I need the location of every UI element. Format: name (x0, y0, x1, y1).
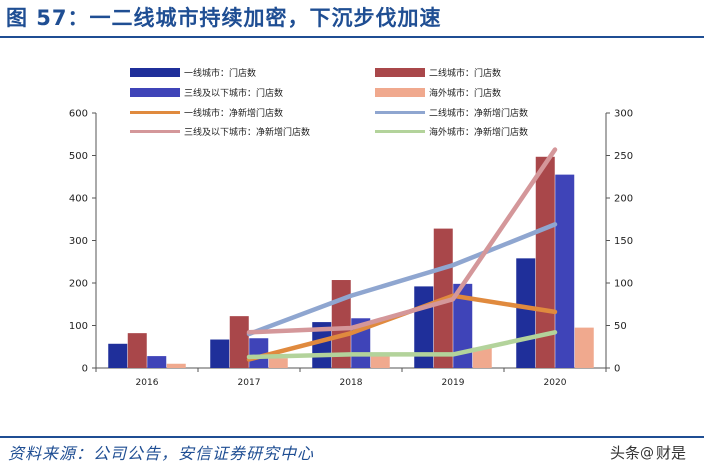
legend-item-tier3-net: 三线及以下城市：净新增门店数 (130, 125, 310, 138)
bar-tier1_stores (516, 258, 536, 368)
y-left-tick-label: 100 (69, 321, 88, 332)
watermark-prefix: 头条 (609, 444, 640, 462)
legend-swatch-tier2-stores (375, 68, 425, 77)
title-divider (0, 36, 704, 38)
store-count-chart: 0 100 200 300 400 500 600 0 50 100 150 200 250 300 201… (69, 109, 633, 389)
x-tick-label: 2016 (136, 378, 159, 388)
legend-item-tier2-net: 二线城市：净新增门店数 (375, 106, 528, 119)
bar-overseas_stores (370, 354, 390, 368)
y-right-tick-label: 100 (614, 279, 633, 290)
x-tick-label: 2020 (544, 378, 567, 388)
bar-overseas_stores (574, 327, 594, 368)
legend-item-tier1-stores: 一线城市：门店数 (130, 66, 256, 79)
legend-item-tier3-stores: 三线及以下城市：门店数 (130, 86, 283, 99)
x-tick-label: 2018 (340, 378, 363, 388)
y-right-tick-label: 200 (614, 194, 633, 205)
bar-tier3_stores (453, 283, 473, 368)
legend-swatch-tier3-stores (130, 88, 180, 97)
legend-swatch-tier1-stores (130, 68, 180, 77)
bar-overseas_stores (268, 358, 288, 368)
bar-tier3_stores (555, 174, 575, 368)
bar-tier3_stores (249, 338, 269, 368)
legend-item-overseas-stores: 海外城市：门店数 (375, 86, 501, 99)
watermark: 头条 @ 财是 (610, 442, 686, 463)
legend-line-tier3-net (130, 130, 180, 133)
y-left-tick-label: 0 (82, 364, 88, 375)
line-overseas_net (246, 330, 558, 360)
legend-label-tier2-stores: 二线城市：门店数 (429, 69, 502, 79)
y-right-tick-label: 250 (614, 151, 633, 162)
line-tier3_net (246, 147, 558, 335)
watermark-name: 财是 (655, 444, 686, 462)
legend-line-overseas-net (375, 130, 425, 133)
x-tick-label: 2019 (442, 378, 465, 388)
bar-tier1_stores (108, 343, 128, 368)
y-left-tick-label: 200 (69, 279, 88, 290)
y-right-tick-label: 50 (614, 321, 627, 332)
watermark-at-icon: @ (639, 444, 654, 461)
legend-label-tier3-net: 三线及以下城市：净新增门店数 (184, 128, 311, 138)
legend-label-tier1-stores: 一线城市：门店数 (184, 69, 257, 79)
line-tier2_net (246, 222, 558, 337)
bar-tier2_stores (127, 333, 147, 368)
legend-line-tier1-net (130, 111, 180, 114)
legend-label-overseas-stores: 海外城市：门店数 (429, 89, 502, 99)
legend-item-overseas-net: 海外城市：净新增门店数 (375, 125, 528, 138)
source-divider (0, 436, 704, 438)
y-left-tick-label: 400 (69, 194, 88, 205)
legend-label-tier2-net: 二线城市：净新增门店数 (429, 109, 529, 119)
y-left-tick-label: 500 (69, 151, 88, 162)
figure-title: 图 57：一二线城市持续加密，下沉步伐加速 (6, 6, 442, 30)
legend-item-tier1-net: 一线城市：净新增门店数 (130, 106, 283, 119)
y-left-tick-label: 300 (69, 236, 88, 247)
y-left-tick-label: 600 (69, 109, 88, 120)
bar-tier3_stores (147, 356, 167, 368)
y-right-tick-label: 150 (614, 236, 633, 247)
legend-swatch-overseas-stores (375, 88, 425, 97)
legend-line-tier2-net (375, 111, 425, 114)
legend-label-overseas-net: 海外城市：净新增门店数 (429, 128, 529, 138)
legend-label-tier3-stores: 三线及以下城市：门店数 (184, 89, 284, 99)
bar-tier2_stores (535, 156, 555, 368)
source-note: 资料来源：公司公告，安信证券研究中心 (8, 444, 315, 463)
x-tick-label: 2017 (238, 378, 261, 388)
bar-overseas_stores (472, 347, 492, 368)
bar-overseas_stores (166, 363, 186, 368)
legend-label-tier1-net: 一线城市：净新增门店数 (184, 109, 284, 119)
legend-item-tier2-stores: 二线城市：门店数 (375, 66, 501, 79)
y-right-tick-label: 0 (614, 364, 620, 375)
bar-tier2_stores (229, 316, 249, 368)
y-right-tick-label: 300 (614, 109, 633, 120)
figure-header: 图 57：一二线城市持续加密，下沉步伐加速 (0, 0, 704, 38)
bar-tier1_stores (210, 339, 230, 368)
line-tier1_net (246, 293, 558, 362)
